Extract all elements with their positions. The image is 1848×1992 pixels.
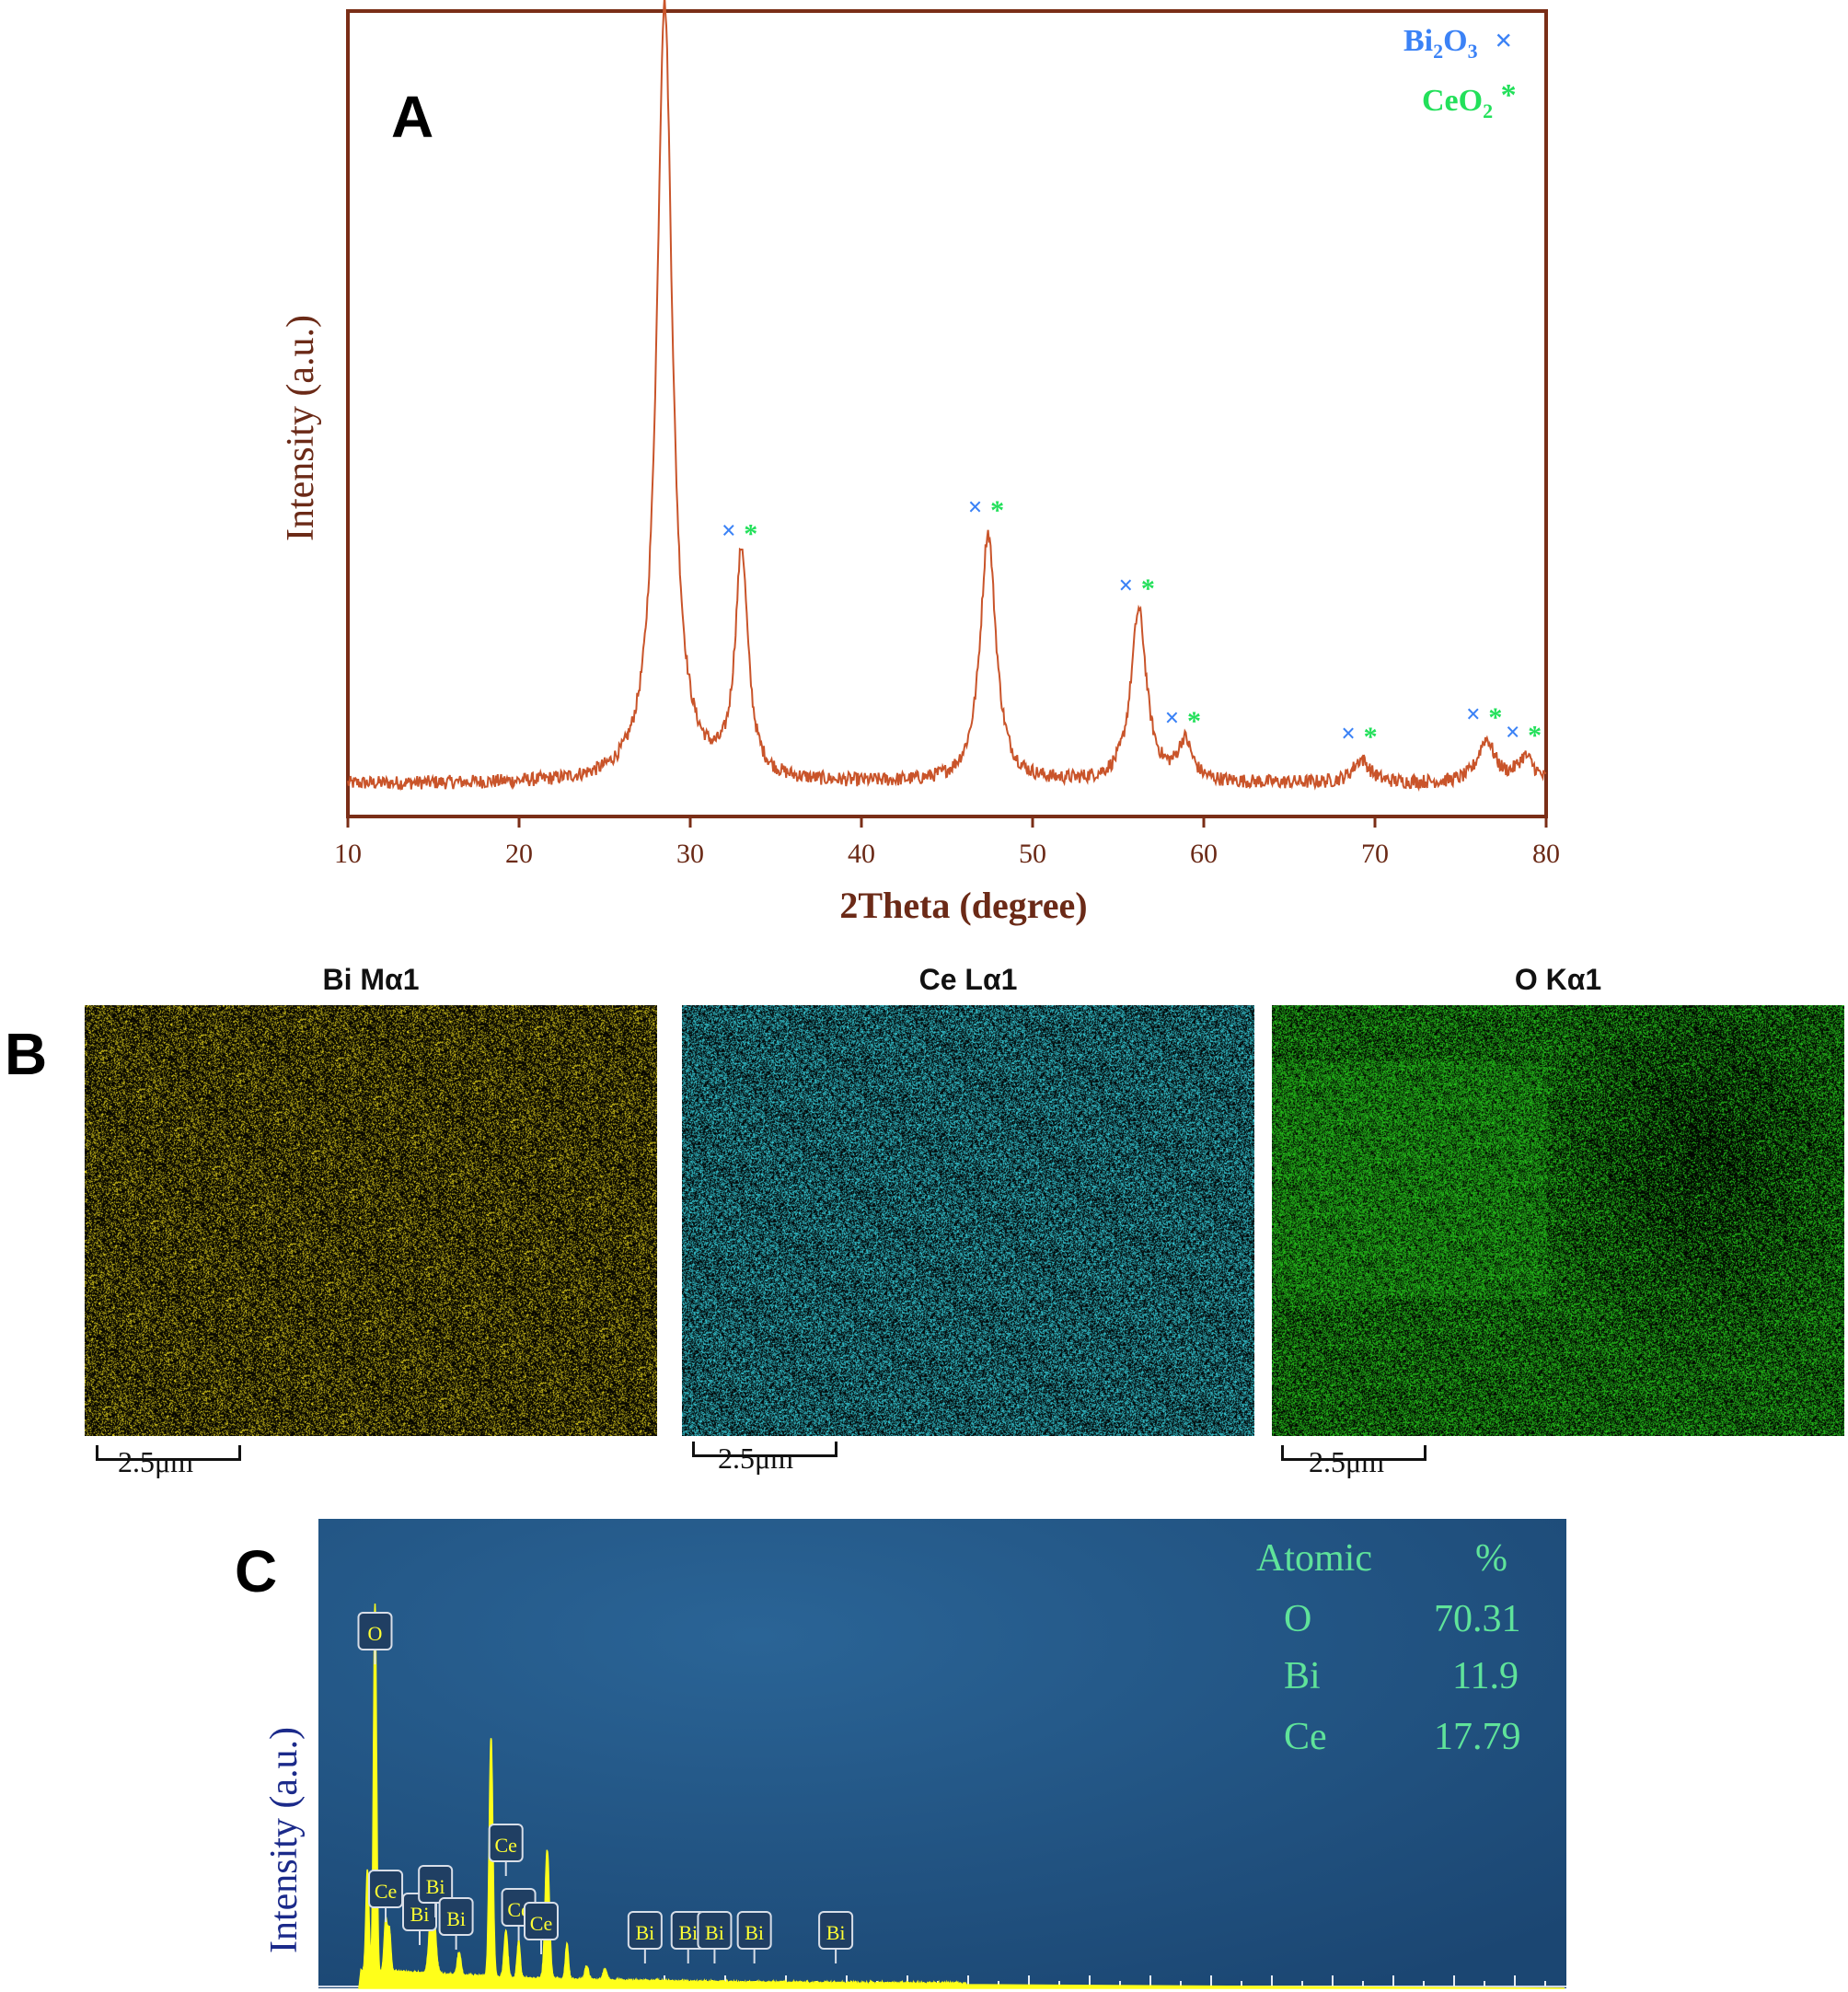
eds-peak-label-text: Bi xyxy=(635,1921,654,1944)
svg-text:CeO2 *: CeO2 * xyxy=(1422,78,1517,125)
ceo2-peak-marker: * xyxy=(1141,573,1155,604)
ceo2-peak-marker: * xyxy=(1364,722,1378,752)
bi2o3-peak-marker: × xyxy=(1341,720,1356,748)
eds-peak-label-text: Ce xyxy=(530,1912,552,1935)
eds-peak-label-text: Bi xyxy=(410,1903,430,1926)
eds-peak-label-text: Ce xyxy=(375,1880,397,1903)
row-bi-value: 11.9 xyxy=(1452,1655,1519,1697)
xrd-xtick-label: 30 xyxy=(676,839,704,869)
atomic-table: Atomic % O 70.31 Bi 11.9 Ce 17.79 xyxy=(1256,1537,1521,1758)
row-ce-value: 17.79 xyxy=(1434,1716,1521,1758)
scalebar-o xyxy=(1281,1445,1426,1461)
scalebar-bi xyxy=(96,1445,241,1461)
xrd-ylabel: Intensity (a.u.) xyxy=(280,315,322,541)
eds-peak-label-text: Bi xyxy=(705,1921,724,1944)
eds-peak-label-text: Ce xyxy=(494,1834,516,1857)
eds-peak-label: Bi xyxy=(697,1911,733,1963)
map-title-o: O Kα1 xyxy=(1514,963,1602,996)
xrd-legend: Bi2O3 × CeO2 * xyxy=(1403,24,1517,125)
legend-ceo2-label: CeO xyxy=(1422,84,1483,118)
map-ce xyxy=(682,1005,1254,1436)
xrd-xtick-label: 20 xyxy=(505,839,533,869)
atomic-header: Atomic xyxy=(1256,1537,1372,1580)
map-title-ce: Ce Lα1 xyxy=(918,963,1018,996)
legend-bi2o3-marker: × xyxy=(1495,24,1512,58)
eds-peak-label: Bi xyxy=(627,1911,663,1963)
xrd-xtick-label: 10 xyxy=(334,839,362,869)
ceo2-peak-marker: * xyxy=(990,495,1004,526)
scalebar-ce xyxy=(692,1442,837,1457)
eds-peak-label: Ce xyxy=(368,1870,404,1922)
eds-peak-label: Bi xyxy=(418,1865,454,1917)
map-o xyxy=(1272,1005,1844,1436)
eds-peak-label: Bi xyxy=(670,1911,706,1963)
legend-ceo2-marker: * xyxy=(1501,78,1517,112)
row-bi-element: Bi xyxy=(1284,1655,1321,1697)
svg-text:Bi2O3 ×: Bi2O3 × xyxy=(1403,24,1512,65)
eds-ylabel: Intensity (a.u.) xyxy=(263,1727,306,1953)
panel-b-label: B xyxy=(5,1021,48,1087)
eds-peak-label-text: Bi xyxy=(426,1875,445,1898)
eds-peak-label-text: Bi xyxy=(678,1921,698,1944)
map-bi xyxy=(85,1005,657,1436)
scale-label-bi: 2.5μm xyxy=(118,1445,194,1478)
eds-peak-label-text: Bi xyxy=(446,1907,466,1930)
xrd-xtick-label: 40 xyxy=(848,839,875,869)
xrd-xlabel: 2Theta (degree) xyxy=(839,885,1087,926)
bi2o3-peak-marker: × xyxy=(722,517,736,546)
bi2o3-peak-marker: × xyxy=(1118,572,1133,600)
eds-peak-label: Bi xyxy=(736,1911,772,1963)
bi2o3-peak-marker: × xyxy=(1506,718,1520,747)
panel-c-label: C xyxy=(235,1538,278,1604)
scale-label-o: 2.5μm xyxy=(1309,1445,1385,1478)
bi2o3-peak-marker: × xyxy=(968,493,983,522)
xrd-xtick-label: 70 xyxy=(1361,839,1389,869)
xrd-pattern-line xyxy=(347,0,1547,793)
eds-peak-label: Ce xyxy=(488,1824,524,1876)
ceo2-peak-marker: * xyxy=(1187,706,1201,736)
row-ce-element: Ce xyxy=(1284,1716,1327,1758)
bi2o3-peak-marker: × xyxy=(1466,701,1481,729)
eds-peak-label: Ce xyxy=(524,1902,559,1954)
row-o-element: O xyxy=(1284,1598,1311,1640)
xrd-xtick-label: 60 xyxy=(1190,839,1218,869)
eds-peak-label: O xyxy=(357,1612,393,1664)
eds-peak-label: Bi xyxy=(438,1897,474,1950)
bi2o3-peak-marker: × xyxy=(1165,704,1180,733)
scale-label-ce: 2.5μm xyxy=(718,1442,794,1475)
map-title-bi: Bi Mα1 xyxy=(322,963,420,996)
eds-peak-label-text: Bi xyxy=(826,1921,846,1944)
ceo2-peak-marker: * xyxy=(744,519,757,550)
legend-bi2o3-label: Bi xyxy=(1403,24,1433,58)
eds-spectrum-fill xyxy=(358,1603,1565,1989)
panel-a-label: A xyxy=(391,84,434,150)
ceo2-peak-marker: * xyxy=(1528,720,1542,750)
eds-peak-label-text: O xyxy=(368,1622,383,1645)
ceo2-peak-marker: * xyxy=(1488,702,1502,733)
xrd-xtick-label: 80 xyxy=(1532,839,1560,869)
row-o-value: 70.31 xyxy=(1434,1598,1521,1640)
xrd-frame xyxy=(346,9,1548,818)
eds-peak-label-text: Bi xyxy=(745,1921,764,1944)
percent-header: % xyxy=(1475,1537,1507,1580)
eds-peak-label: Bi xyxy=(818,1911,854,1963)
xrd-xtick-label: 50 xyxy=(1019,839,1046,869)
